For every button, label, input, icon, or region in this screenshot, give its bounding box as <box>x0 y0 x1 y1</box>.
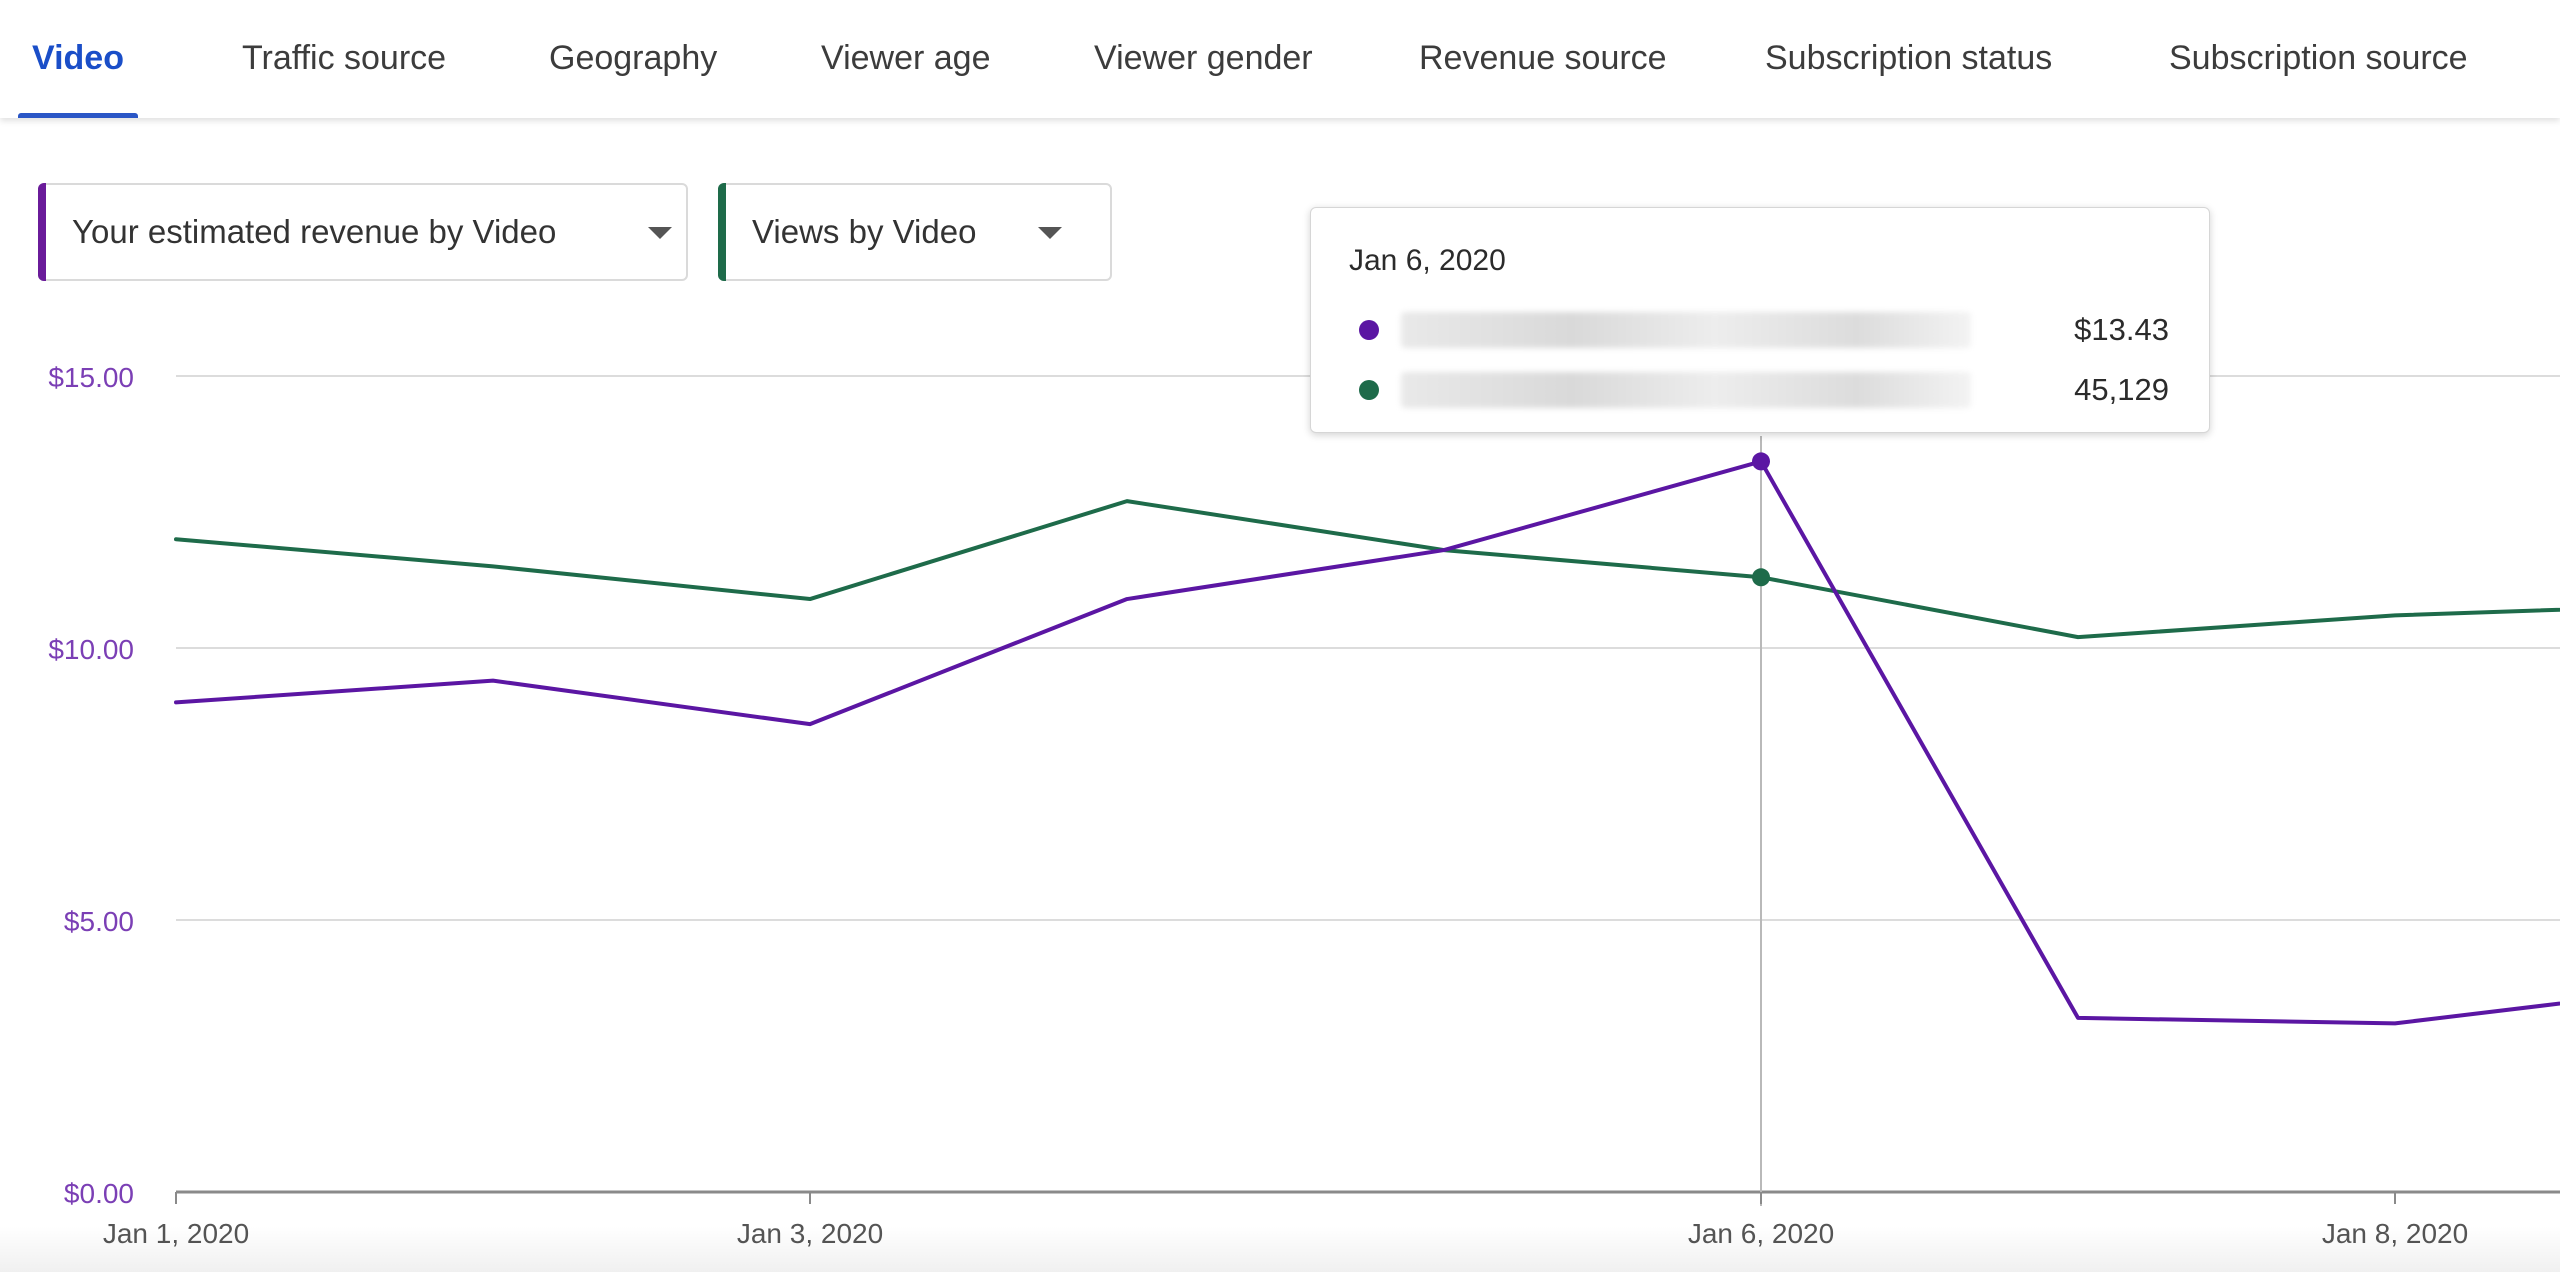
revenue-metric-label: Your estimated revenue by Video <box>72 213 557 250</box>
tab-viewer-gender[interactable]: Viewer gender <box>1094 39 1313 77</box>
revenue-series-line <box>174 459 2560 1026</box>
tab-traffic-source[interactable]: Traffic source <box>242 39 447 77</box>
chart-tooltip: Jan 6, 2020 $13.43 45,129 <box>1310 207 2210 433</box>
tab-video[interactable]: Video <box>32 39 124 77</box>
revenue-metric-accent <box>38 183 46 281</box>
revenue-highlight-point <box>1752 452 1770 471</box>
chevron-down-icon <box>648 227 672 239</box>
tooltip-views-value: 45,129 <box>2074 372 2169 407</box>
tab-subscription-status[interactable]: Subscription status <box>1765 39 2053 77</box>
revenue-metric-selector[interactable]: Your estimated revenue by Video <box>38 183 688 281</box>
views-metric-selector[interactable]: Views by Video <box>718 183 1112 281</box>
breakdown-tabs: Video Traffic source Geography Viewer ag… <box>0 0 2560 118</box>
tooltip-video-title-blurred <box>1401 372 1971 408</box>
chevron-down-icon <box>1038 227 1062 239</box>
tab-geography[interactable]: Geography <box>549 39 718 77</box>
views-highlight-point <box>1752 568 1770 587</box>
views-series-dot-icon <box>1359 380 1379 400</box>
x-tick-label: Jan 6, 2020 <box>1688 1218 1834 1249</box>
x-tick-label: Jan 8, 2020 <box>2322 1218 2468 1249</box>
views-metric-accent <box>718 183 726 281</box>
y-tick-label: $5.00 <box>64 906 134 937</box>
y-tick-label: $0.00 <box>64 1178 134 1209</box>
x-tick-label: Jan 1, 2020 <box>103 1218 249 1249</box>
x-tick-label: Jan 3, 2020 <box>737 1218 883 1249</box>
views-metric-label: Views by Video <box>752 213 977 250</box>
tab-viewer-age[interactable]: Viewer age <box>821 39 991 77</box>
y-tick-label: $15.00 <box>48 362 134 393</box>
active-tab-indicator <box>18 113 138 118</box>
tooltip-date: Jan 6, 2020 <box>1349 244 1506 277</box>
revenue-series-dot-icon <box>1359 320 1379 340</box>
views-series-line <box>174 499 2560 640</box>
tooltip-video-title-blurred <box>1401 312 1971 348</box>
tooltip-revenue-value: $13.43 <box>2074 312 2169 347</box>
tab-subscription-source[interactable]: Subscription source <box>2169 39 2468 77</box>
y-tick-label: $10.00 <box>48 634 134 665</box>
tab-revenue-source[interactable]: Revenue source <box>1419 39 1667 77</box>
